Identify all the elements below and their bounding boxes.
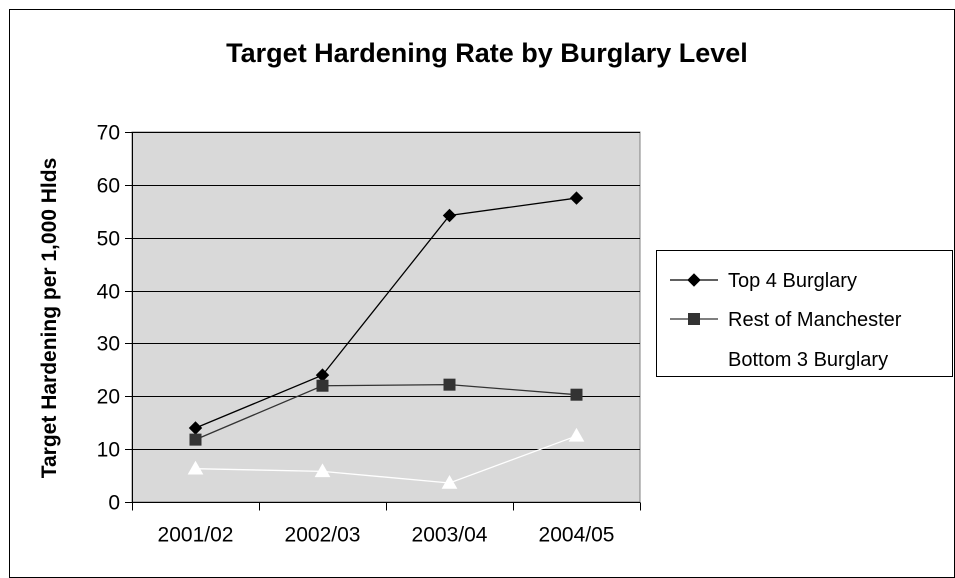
y-axis-title: Target Hardening per 1,000 Hlds — [38, 158, 61, 479]
y-tick-label-2: 20 — [97, 386, 120, 409]
y-tick-label-3: 30 — [97, 333, 120, 356]
y-tick-label-0: 0 — [108, 492, 120, 515]
legend-label-bottom-3-burglary: Bottom 3 Burglary — [728, 349, 888, 371]
legend-box — [656, 250, 953, 377]
y-tick-label-4: 40 — [97, 281, 120, 304]
chart-title: Target Hardening Rate by Burglary Level — [226, 38, 748, 68]
data-point-bottom-3-burglary-2 — [441, 474, 458, 489]
data-point-top-4-burglary-2 — [442, 208, 457, 223]
legend-marker-top-4-burglary — [687, 273, 701, 287]
y-tick-label-7: 70 — [97, 122, 120, 145]
legend-marker-bottom-3-burglary — [686, 350, 702, 365]
grid-lines — [132, 132, 640, 450]
plot-area — [131, 131, 641, 503]
x-tick-label-2: 2003/04 — [412, 524, 488, 547]
x-tick-labels: 2001/02 2002/03 2003/04 2004/05 — [158, 524, 615, 547]
y-tick-label-6: 60 — [97, 175, 120, 198]
y-tick-labels: 0 10 20 30 40 50 60 70 — [97, 122, 120, 515]
data-point-rest-of-manchester-3 — [570, 388, 583, 401]
y-tick-label-1: 10 — [97, 439, 120, 462]
y-tick-label-5: 50 — [97, 228, 120, 251]
legend-label-rest-of-manchester: Rest of Manchester — [728, 309, 902, 331]
data-point-rest-of-manchester-1 — [316, 379, 329, 392]
axes — [125, 132, 641, 511]
data-point-top-4-burglary-3 — [569, 191, 584, 205]
data-series — [187, 191, 585, 489]
data-point-rest-of-manchester-2 — [443, 378, 456, 391]
data-point-bottom-3-burglary-0 — [187, 460, 204, 475]
data-point-bottom-3-burglary-1 — [314, 463, 331, 478]
x-tick-label-3: 2004/05 — [539, 524, 615, 547]
legend-marker-rest-of-manchester — [688, 313, 700, 325]
series-line-rest-of-manchester — [195, 384, 577, 441]
data-point-bottom-3-burglary-3 — [568, 427, 585, 442]
legend-label-top-4-burglary: Top 4 Burglary — [728, 270, 857, 292]
series-line-top-4-burglary — [195, 197, 577, 429]
x-tick-label-0: 2001/02 — [158, 524, 234, 547]
x-tick-label-1: 2002/03 — [285, 524, 361, 547]
data-point-rest-of-manchester-0 — [189, 433, 202, 446]
legend: Top 4 Burglary Rest of Manchester Bottom 3… — [656, 250, 953, 377]
series-line-bottom-3-burglary — [195, 435, 577, 484]
